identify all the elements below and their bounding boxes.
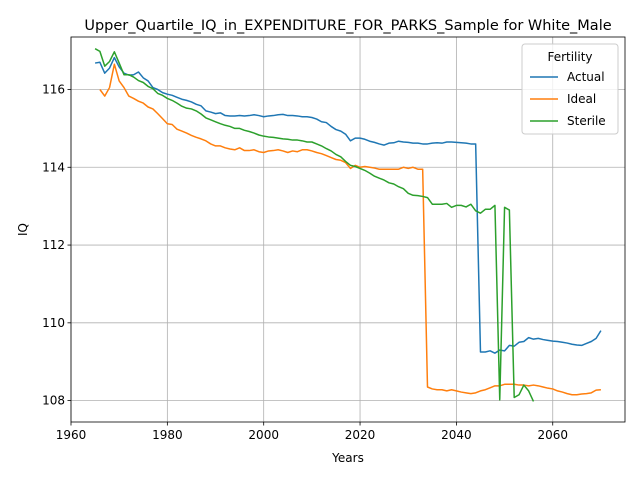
y-tick-label: 108 bbox=[42, 394, 65, 408]
legend-box bbox=[521, 43, 619, 135]
x-tick-label: 1960 bbox=[56, 428, 87, 442]
series-line-actual bbox=[94, 56, 602, 354]
chart-title: Upper_Quartile_IQ_in_EXPENDITURE_FOR_PAR… bbox=[84, 18, 611, 34]
legend-title: Fertility bbox=[547, 50, 592, 64]
legend-label-sterile: Sterile bbox=[567, 114, 606, 128]
x-tick-label: 2040 bbox=[441, 428, 472, 442]
series-line-ideal bbox=[99, 63, 601, 396]
legend: Fertility Actual Ideal Sterile bbox=[521, 43, 619, 135]
x-tick-label: 2020 bbox=[345, 428, 376, 442]
legend-label-actual: Actual bbox=[567, 70, 605, 84]
y-axis-ticks: 108 110 112 114 116 bbox=[42, 83, 71, 408]
plot-frame bbox=[70, 36, 626, 423]
x-tick-label: 2060 bbox=[537, 428, 568, 442]
series-line-sterile bbox=[94, 48, 535, 402]
series-lines bbox=[94, 48, 602, 402]
x-tick-label: 1980 bbox=[152, 428, 183, 442]
y-tick-label: 110 bbox=[42, 316, 65, 330]
y-tick-label: 112 bbox=[42, 238, 65, 252]
y-axis-label: IQ bbox=[16, 223, 30, 236]
legend-items: Actual Ideal Sterile bbox=[530, 70, 606, 128]
y-tick-label: 116 bbox=[42, 83, 65, 97]
x-tick-label: 2000 bbox=[248, 428, 279, 442]
y-tick-label: 114 bbox=[42, 160, 65, 174]
legend-label-ideal: Ideal bbox=[567, 92, 596, 106]
x-axis-ticks: 1960 1980 2000 2020 2040 2060 bbox=[56, 422, 568, 442]
x-axis-label: Years bbox=[331, 451, 364, 465]
